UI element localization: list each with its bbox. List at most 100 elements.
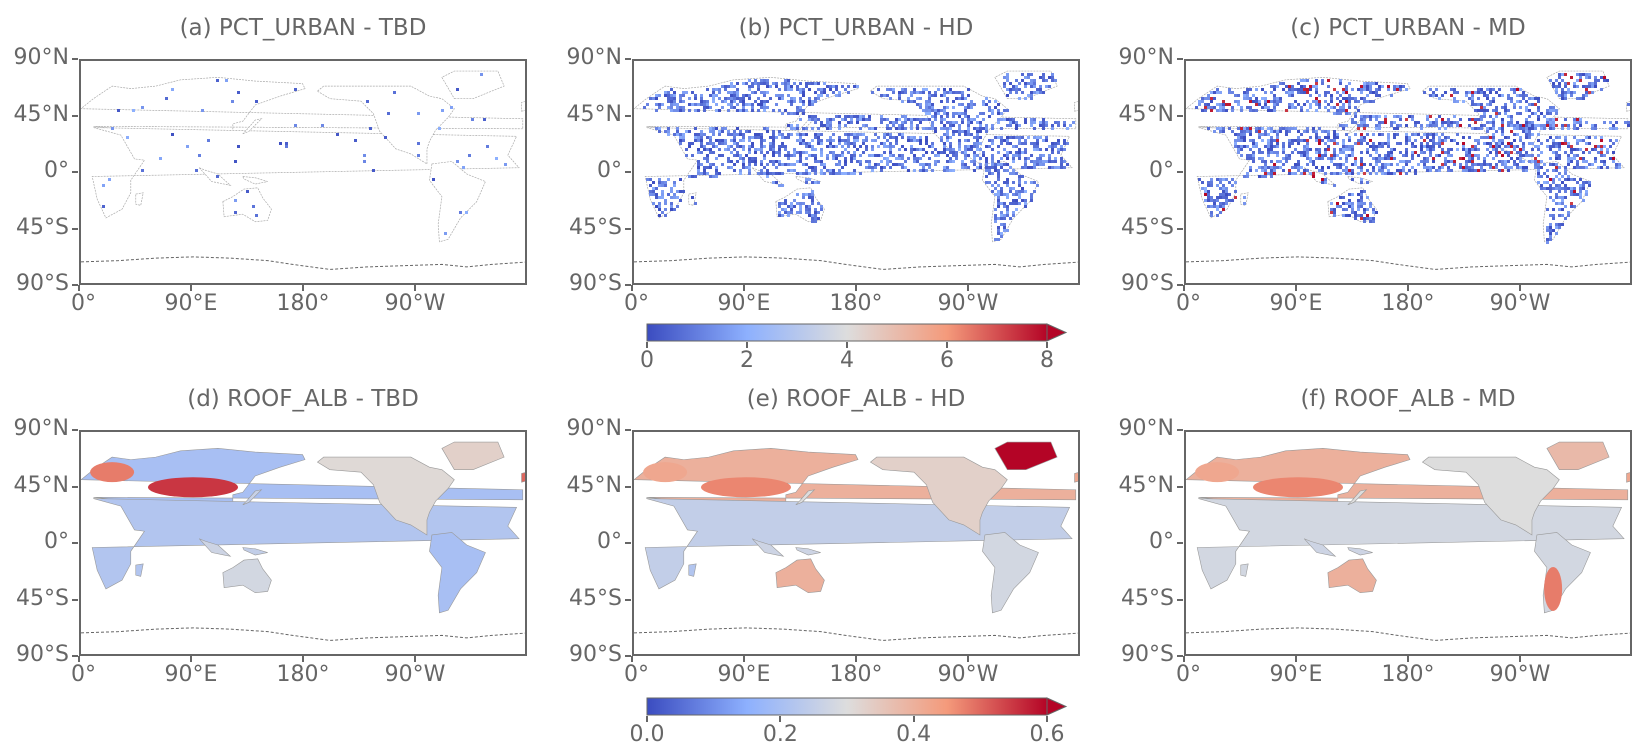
urban-cell [808, 115, 811, 118]
urban-cell [1528, 154, 1531, 157]
urban-cell [1009, 217, 1012, 220]
urban-cell [796, 85, 799, 88]
urban-cell [949, 121, 952, 124]
urban-cell [1453, 88, 1456, 91]
urban-cell [664, 184, 667, 187]
urban-cell [1564, 190, 1567, 193]
urban-cell [1252, 154, 1255, 157]
urban-cell [1588, 91, 1591, 94]
urban-cell [922, 127, 925, 130]
urban-cell [694, 94, 697, 97]
urban-cell [829, 121, 832, 124]
urban-cell [964, 112, 967, 115]
urban-cell [781, 163, 784, 166]
urban-cell [1348, 148, 1351, 151]
map-region [1347, 547, 1373, 556]
urban-cell [1537, 115, 1540, 118]
urban-cell [1030, 154, 1033, 157]
urban-cell [1603, 79, 1606, 82]
urban-cell [1591, 91, 1594, 94]
urban-cell [1465, 154, 1468, 157]
urban-cell [165, 97, 168, 100]
urban-cell [1285, 154, 1288, 157]
urban-cell [994, 238, 997, 241]
urban-cell [1222, 109, 1225, 112]
urban-cell [1438, 145, 1441, 148]
urban-cell [952, 154, 955, 157]
urban-cell [979, 112, 982, 115]
urban-cell [1297, 142, 1300, 145]
urban-cell [886, 160, 889, 163]
urban-cell [736, 151, 739, 154]
lon-tick [967, 285, 969, 291]
urban-cell [997, 226, 1000, 229]
urban-cell [1291, 91, 1294, 94]
urban-cell [1285, 127, 1288, 130]
urban-cell [1402, 160, 1405, 163]
urban-cell [1480, 127, 1483, 130]
antarctica-coastline [1186, 627, 1630, 641]
urban-cell [1018, 88, 1021, 91]
urban-cell [1318, 136, 1321, 139]
urban-cell [1300, 109, 1303, 112]
urban-cell [1468, 166, 1471, 169]
urban-cell [739, 100, 742, 103]
urban-cell [700, 136, 703, 139]
urban-cell [1000, 211, 1003, 214]
urban-cell [1483, 124, 1486, 127]
urban-cell [1354, 157, 1357, 160]
urban-cell [1558, 82, 1561, 85]
urban-cell [1363, 136, 1366, 139]
urban-cell [1354, 142, 1357, 145]
urban-cell [1045, 139, 1048, 142]
lon-tick-label: 90°E [164, 662, 218, 687]
urban-cell [940, 109, 943, 112]
urban-cell [778, 205, 781, 208]
urban-cell [1369, 139, 1372, 142]
urban-cell [1315, 136, 1318, 139]
urban-cell [1537, 109, 1540, 112]
urban-cell [1036, 142, 1039, 145]
urban-cell [1561, 142, 1564, 145]
urban-cell [1489, 103, 1492, 106]
urban-cell [883, 133, 886, 136]
urban-cell [799, 154, 802, 157]
urban-cell [1309, 136, 1312, 139]
urban-cell [1345, 148, 1348, 151]
urban-cell [1342, 214, 1345, 217]
urban-cell [1348, 100, 1351, 103]
urban-cell [919, 118, 922, 121]
urban-cell [1351, 211, 1354, 214]
urban-cell [670, 100, 673, 103]
urban-cell [976, 121, 979, 124]
urban-cell [1438, 154, 1441, 157]
urban-cell [781, 94, 784, 97]
urban-cell [1573, 82, 1576, 85]
map-svg [634, 70, 1078, 270]
urban-cell [1387, 88, 1390, 91]
map-region [316, 456, 455, 536]
urban-cell [1480, 115, 1483, 118]
urban-cell [862, 142, 865, 145]
urban-cell [1027, 94, 1030, 97]
urban-cell [1555, 85, 1558, 88]
urban-cell [1474, 103, 1477, 106]
urban-cell [1522, 160, 1525, 163]
urban-cell [1519, 100, 1522, 103]
urban-cell [1264, 133, 1267, 136]
urban-cell [1417, 163, 1420, 166]
urban-cell [1534, 103, 1537, 106]
urban-cell [1324, 94, 1327, 97]
urban-cell [748, 169, 751, 172]
urban-cell [1555, 151, 1558, 154]
urban-cell [1567, 175, 1570, 178]
urban-cell [802, 91, 805, 94]
urban-cell [1042, 91, 1045, 94]
urban-cell [1015, 127, 1018, 130]
urban-cell [901, 133, 904, 136]
urban-cell [904, 166, 907, 169]
urban-cell [808, 211, 811, 214]
urban-cell [787, 79, 790, 82]
urban-cell [781, 145, 784, 148]
urban-cell [673, 196, 676, 199]
